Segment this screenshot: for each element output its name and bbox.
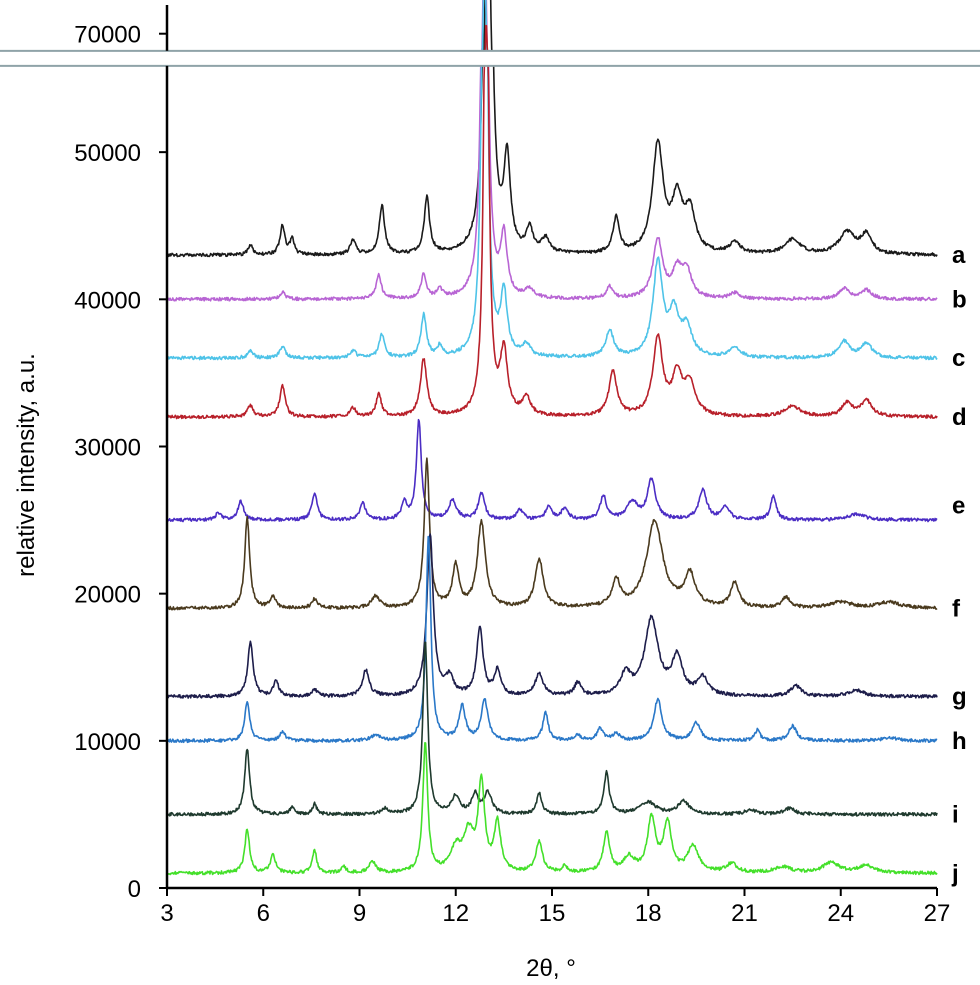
axes xyxy=(159,5,938,896)
series-line-e xyxy=(167,418,938,523)
series-line-j xyxy=(167,741,938,876)
series-label-d: d xyxy=(952,404,967,431)
series-labels: ab c d e f gh i j xyxy=(951,242,967,887)
y-tick-label: 50000 xyxy=(74,140,141,167)
y-tick-labels: 0 10000 20000 30000 40000 50000 70000 xyxy=(74,22,141,903)
x-tick-label: 3 xyxy=(160,900,173,927)
series-label-h: h xyxy=(952,728,967,755)
y-tick-label: 0 xyxy=(128,876,141,903)
x-tick-label: 9 xyxy=(353,900,366,927)
break-band xyxy=(0,50,980,66)
series-line-d xyxy=(167,24,938,420)
x-tick-labels: 3 6 9 12 15 18 21 24 27 xyxy=(160,900,950,927)
x-tick-label: 21 xyxy=(731,900,758,927)
series-label-g: g xyxy=(952,684,967,711)
series-label-c: c xyxy=(952,345,965,372)
series-line-g xyxy=(167,533,938,699)
series-label-j: j xyxy=(951,860,959,887)
x-tick-label: 12 xyxy=(442,900,469,927)
series-line-c xyxy=(167,0,938,361)
x-tick-label: 6 xyxy=(257,900,270,927)
y-axis-title: relative intensity, a.u. xyxy=(13,353,40,577)
series-line-a xyxy=(167,0,938,258)
series-label-f: f xyxy=(952,595,961,622)
series-label-i: i xyxy=(952,801,959,828)
y-tick-label: 40000 xyxy=(74,287,141,314)
plot-lines xyxy=(167,0,938,876)
x-tick-label: 24 xyxy=(827,900,854,927)
series-line-i xyxy=(167,641,938,817)
axis-break xyxy=(0,49,980,67)
x-tick-label: 27 xyxy=(924,900,951,927)
series-line-b xyxy=(167,0,938,302)
x-axis-title: 2θ, ° xyxy=(526,955,576,982)
series-line-f xyxy=(167,457,938,611)
y-tick-label: 10000 xyxy=(74,729,141,756)
x-tick-label: 15 xyxy=(539,900,566,927)
y-tick-label: 70000 xyxy=(74,22,141,49)
series-label-a: a xyxy=(952,242,966,269)
y-tick-label: 20000 xyxy=(74,582,141,609)
series-label-b: b xyxy=(952,286,967,313)
series-label-e: e xyxy=(952,492,965,519)
series-line-h xyxy=(167,535,938,744)
x-tick-label: 18 xyxy=(635,900,662,927)
y-tick-label: 30000 xyxy=(74,434,141,461)
